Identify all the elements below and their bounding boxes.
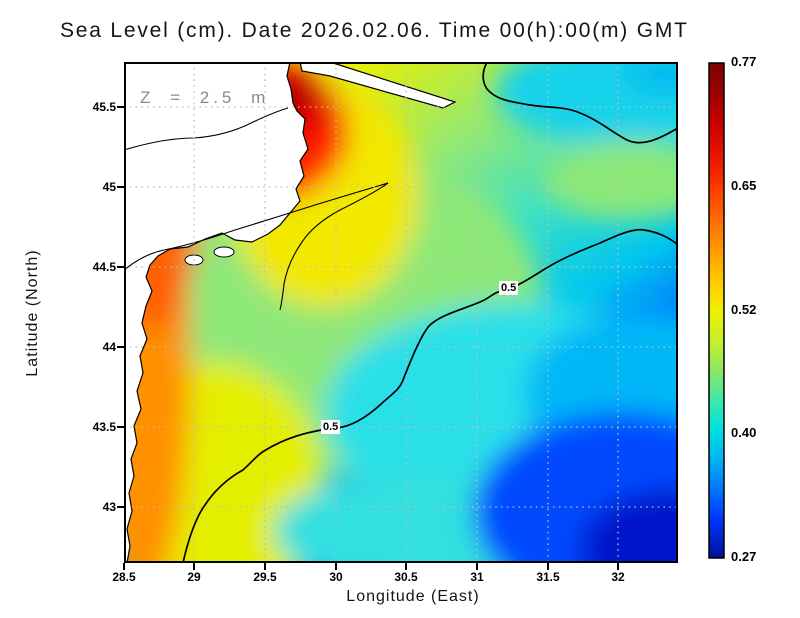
plot-border: [124, 62, 678, 563]
land-mainland: [124, 62, 309, 563]
x-tick-mark: [123, 563, 125, 570]
y-tick-label: 45.5: [92, 100, 116, 114]
x-tick-mark: [547, 563, 549, 570]
y-tick-mark: [117, 186, 124, 188]
contour-line-north: [482, 62, 678, 144]
x-tick-label: 29: [187, 570, 201, 584]
y-tick-label: 44.5: [92, 260, 116, 274]
x-axis-label: Longitude (East): [346, 588, 480, 605]
contour-line-main: [182, 228, 678, 563]
chart-title: Sea Level (cm). Date 2026.02.06. Time 00…: [60, 19, 689, 42]
x-tick-mark: [264, 563, 266, 570]
plot-area: Z = 2.5 m 0.5 0.5: [124, 62, 678, 563]
x-tick-label: 30.5: [394, 570, 418, 584]
y-tick-mark: [117, 346, 124, 348]
grid-lines: [124, 62, 678, 563]
coastline-lagoon: [124, 182, 389, 311]
depth-annotation: Z = 2.5 m: [140, 88, 270, 107]
colorbar-tick-label: 0.40: [731, 425, 757, 440]
colorbar-tick-label: 0.65: [731, 178, 757, 193]
x-tick-mark: [476, 563, 478, 570]
x-tick-mark: [193, 563, 195, 570]
contour-label: 0.5: [321, 420, 341, 434]
colorbar-tick-label: 0.52: [731, 302, 757, 317]
x-tick-mark: [617, 563, 619, 570]
colorbar: [708, 62, 725, 559]
y-tick-label: 43: [102, 500, 116, 514]
x-tick-label: 32: [611, 570, 625, 584]
colorbar-gradient: [708, 62, 725, 559]
land-spit: [299, 62, 457, 109]
y-tick-mark: [117, 426, 124, 428]
x-tick-label: 31.5: [536, 570, 560, 584]
coastline-inner: [124, 107, 289, 151]
contour-label: 0.5: [499, 281, 519, 295]
x-tick-mark: [405, 563, 407, 570]
y-axis-label: Latitude (North): [24, 249, 41, 377]
y-tick-label: 45: [102, 180, 116, 194]
colorbar-tick-label: 0.27: [731, 549, 757, 564]
x-tick-label: 29.5: [253, 570, 277, 584]
map-svg: [124, 62, 678, 563]
y-tick-mark: [117, 106, 124, 108]
x-tick-label: 30: [329, 570, 343, 584]
x-tick-mark: [335, 563, 337, 570]
y-tick-label: 43.5: [92, 420, 116, 434]
x-tick-label: 28.5: [112, 570, 136, 584]
y-tick-label: 44: [102, 340, 116, 354]
x-tick-label: 31: [470, 570, 484, 584]
delta-island: [213, 246, 235, 258]
colorbar-tick-label: 0.77: [731, 54, 757, 69]
y-tick-mark: [117, 506, 124, 508]
y-tick-mark: [117, 266, 124, 268]
